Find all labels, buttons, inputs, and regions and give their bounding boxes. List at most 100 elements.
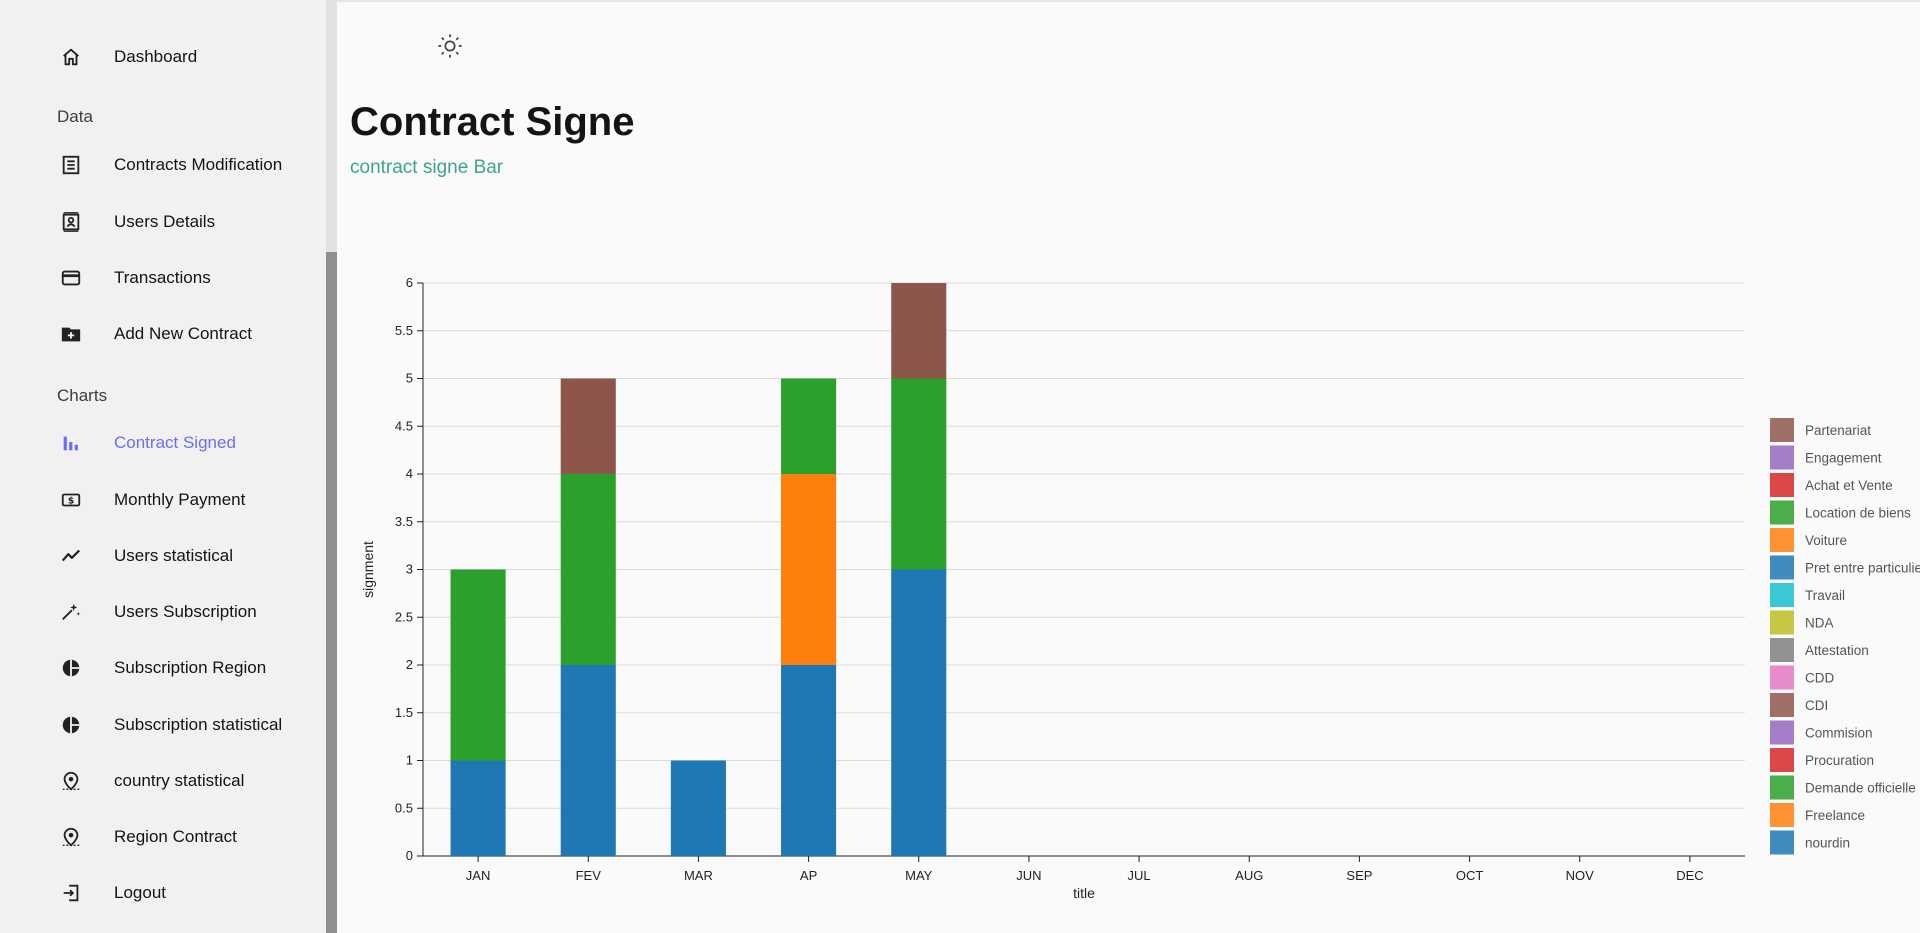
y-tick-label: 5 <box>406 371 413 386</box>
legend-swatch <box>1770 473 1794 497</box>
legend-swatch <box>1770 720 1794 745</box>
sidebar-item-label: Dashboard <box>114 47 198 66</box>
sidebar-item-label: Users Details <box>114 212 216 231</box>
legend-label: Demande officielle <box>1805 781 1916 796</box>
page-subtitle: contract signe Bar <box>350 157 504 178</box>
y-tick-label: 4 <box>406 466 413 481</box>
page-title: Contract Signe <box>350 100 635 144</box>
sidebar-item-users-statistical[interactable]: Users statistical <box>58 536 320 576</box>
legend-label: Attestation <box>1805 643 1869 658</box>
bar-segment <box>670 760 726 856</box>
sun-icon <box>436 34 464 64</box>
sidebar-item-users-details[interactable]: Users Details <box>58 202 320 242</box>
svg-text:$: $ <box>68 496 74 507</box>
theme-toggle-button[interactable] <box>436 32 464 60</box>
y-tick-label: 0.5 <box>395 800 413 815</box>
x-tick-label: JUN <box>1016 868 1041 883</box>
y-axis-label: signment <box>360 541 376 598</box>
bar-segment <box>560 474 616 665</box>
legend-label: Travail <box>1805 588 1845 603</box>
topbar-divider <box>337 0 1920 2</box>
x-tick-label: JAN <box>466 868 491 883</box>
sidebar: Dashboard Data Contracts Modification Us… <box>0 0 326 933</box>
bar-segment <box>450 569 506 761</box>
x-tick-label: NOV <box>1566 868 1595 883</box>
x-tick-label: MAR <box>684 868 713 883</box>
bar-segment <box>781 665 837 856</box>
legend-swatch <box>1770 610 1794 635</box>
sidebar-item-label: Subscription statistical <box>114 715 283 734</box>
sidebar-item-label: Transactions <box>114 268 211 287</box>
sidebar-scrollbar-thumb[interactable] <box>326 252 337 933</box>
sidebar-item-label: country statistical <box>114 771 245 790</box>
y-tick-label: 2 <box>406 657 413 672</box>
legend-label: Partenariat <box>1805 423 1871 438</box>
sidebar-item-label: Users statistical <box>114 546 234 565</box>
bar-segment <box>891 283 947 379</box>
legend-swatch <box>1770 555 1794 580</box>
home-icon <box>58 44 84 70</box>
legend-swatch <box>1770 500 1794 525</box>
legend-swatch <box>1770 693 1794 717</box>
y-tick-label: 2.5 <box>395 609 413 624</box>
legend-swatch <box>1770 638 1794 662</box>
legend-label: Engagement <box>1805 451 1882 466</box>
location-icon <box>58 768 84 794</box>
section-title-charts: Charts <box>57 386 108 405</box>
x-tick-label: FEV <box>576 868 602 883</box>
pie-chart-icon <box>58 655 84 681</box>
y-tick-label: 5.5 <box>395 323 413 338</box>
bar-segment <box>781 474 837 665</box>
legend-label: NDA <box>1805 616 1834 631</box>
sidebar-item-transactions[interactable]: Transactions <box>58 258 320 298</box>
y-tick-label: 4.5 <box>395 418 413 433</box>
sidebar-item-label: Users Subscription <box>114 602 257 621</box>
legend-label: CDD <box>1805 671 1834 686</box>
sidebar-item-label: Add New Contract <box>114 324 252 343</box>
x-tick-label: MAY <box>905 868 933 883</box>
sidebar-item-country-statistical[interactable]: country statistical <box>58 761 320 801</box>
sidebar-item-users-subscription[interactable]: Users Subscription <box>58 592 320 632</box>
pie-chart-icon <box>58 712 84 738</box>
bar-segment <box>891 378 947 570</box>
x-tick-label: AUG <box>1235 868 1263 883</box>
bar-segment <box>781 378 837 474</box>
legend-swatch <box>1770 748 1794 772</box>
sidebar-item-logout[interactable]: Logout <box>58 873 320 913</box>
legend-swatch <box>1770 445 1794 470</box>
sidebar-item-subscription-region[interactable]: Subscription Region <box>58 648 320 688</box>
folder-add-icon <box>58 321 84 347</box>
sidebar-item-label: Contracts Modification <box>114 155 283 174</box>
section-title-data: Data <box>57 107 93 126</box>
sidebar-item-add-new-contract[interactable]: Add New Contract <box>58 314 320 354</box>
legend-swatch <box>1770 418 1794 442</box>
legend-swatch <box>1770 528 1794 552</box>
location-icon <box>58 824 84 850</box>
sidebar-item-monthly-payment[interactable]: $ Monthly Payment <box>58 480 320 520</box>
y-tick-label: 1.5 <box>395 705 413 720</box>
sidebar-item-region-contract[interactable]: Region Contract <box>58 817 320 857</box>
money-icon: $ <box>58 487 84 513</box>
sidebar-item-label: Contract Signed <box>114 433 236 452</box>
x-tick-label: OCT <box>1456 868 1484 883</box>
sidebar-item-label: Subscription Region <box>114 658 267 677</box>
bar-segment <box>560 378 616 474</box>
sidebar-item-subscription-statistical[interactable]: Subscription statistical <box>58 705 320 745</box>
legend-swatch <box>1770 803 1794 827</box>
x-tick-label: DEC <box>1676 868 1703 883</box>
legend-label: Pret entre particuliers <box>1805 561 1920 576</box>
x-tick-label: SEP <box>1346 868 1372 883</box>
legend-label: Procuration <box>1805 753 1874 768</box>
sidebar-item-dashboard[interactable]: Dashboard <box>58 37 320 77</box>
legend-label: nourdin <box>1805 836 1850 851</box>
y-tick-label: 1 <box>406 753 413 768</box>
sidebar-item-contract-signed[interactable]: Contract Signed <box>58 423 320 463</box>
contact-card-icon <box>58 209 84 235</box>
legend-swatch <box>1770 775 1794 800</box>
sidebar-item-contracts-modification[interactable]: Contracts Modification <box>58 145 320 185</box>
y-tick-label: 3.5 <box>395 514 413 529</box>
legend-label: Location de biens <box>1805 506 1911 521</box>
sidebar-item-label: Logout <box>114 883 166 902</box>
legend-label: Commision <box>1805 726 1873 741</box>
credit-card-icon <box>58 265 84 291</box>
